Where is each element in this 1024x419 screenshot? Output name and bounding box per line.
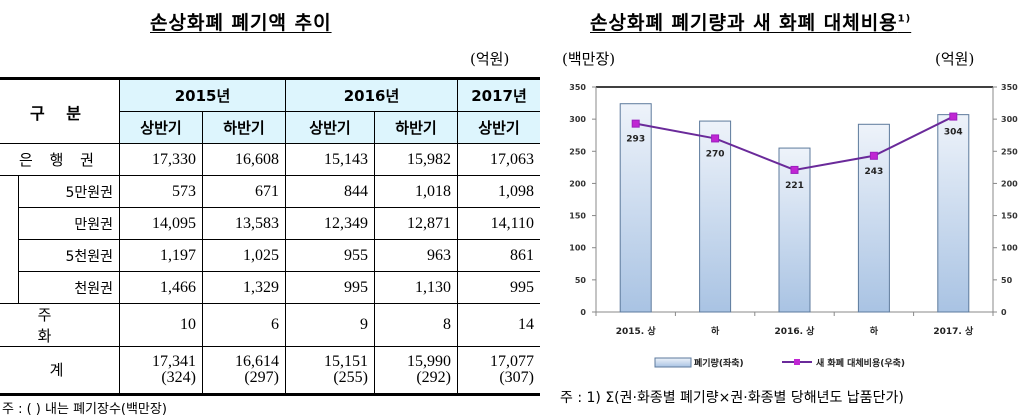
row-label: 천원권 (18, 271, 120, 304)
half-header: 하반기 (374, 111, 458, 144)
cell: 15,990 (292) (374, 346, 458, 396)
row-label: 만원권 (18, 207, 120, 240)
left-axis-tick: 300 (569, 115, 586, 124)
cell: 17,063 (457, 143, 540, 176)
right-axis-tick: 350 (1001, 83, 1018, 92)
cell: 14 (457, 303, 540, 347)
left-axis-tick: 50 (575, 276, 587, 285)
left-axis-tick: 200 (569, 179, 586, 188)
half-header: 상반기 (285, 111, 375, 144)
line-marker (790, 165, 799, 174)
cell: 13,583 (202, 207, 286, 240)
bar (778, 147, 811, 313)
cell: 671 (202, 175, 286, 208)
left-axis-tick: 350 (569, 83, 586, 92)
cell: 6 (202, 303, 286, 347)
table-row: 만원권 14,095 13,583 12,349 12,871 14,110 (0, 207, 540, 240)
x-axis-label: 2017. 상 (933, 325, 974, 337)
line-series (631, 112, 958, 174)
line-marker (869, 151, 878, 160)
cell: 16,614 (297) (202, 346, 286, 396)
cell: 861 (457, 239, 540, 272)
left-axis-tick: 150 (569, 212, 586, 221)
right-axis-tick: 50 (1001, 276, 1013, 285)
right-axis-tick: 250 (1001, 147, 1018, 156)
cell: 17,330 (119, 143, 203, 176)
left-axis-tick: 0 (580, 308, 586, 317)
row-label: 은 행 권 (0, 143, 120, 176)
cell: 844 (285, 175, 375, 208)
data-label: 293 (626, 135, 645, 145)
line-marker (631, 119, 640, 128)
data-label: 221 (785, 181, 804, 191)
cell: 955 (285, 239, 375, 272)
left-axis-tick: 250 (569, 147, 586, 156)
data-label: 243 (865, 167, 884, 177)
corner-header: 구 분 (0, 77, 120, 144)
cell: 17,077 (307) (457, 346, 540, 396)
x-axis-label: 2016. 상 (775, 325, 816, 337)
cell: 1,466 (119, 271, 203, 304)
data-label: 270 (706, 149, 725, 159)
bar (619, 103, 652, 313)
row-label: 계 (0, 346, 120, 396)
cell: 1,025 (202, 239, 286, 272)
chart-axes: 0 0 50 50 100 100 150 150 200 200 250 250 300 300 350 3… (569, 83, 1018, 337)
cell: 15,151 (255) (285, 346, 375, 396)
cell: 15,143 (285, 143, 375, 176)
cell: 16,608 (202, 143, 286, 176)
cell: 15,982 (374, 143, 458, 176)
x-axis-label: 하 (711, 325, 720, 337)
half-header: 하반기 (202, 111, 286, 144)
cell: 963 (374, 239, 458, 272)
cell: 12,871 (374, 207, 458, 240)
cell: 1,098 (457, 175, 540, 208)
right-axis-unit: (억원) (935, 50, 975, 68)
cell: 1,329 (202, 271, 286, 304)
table-row: 5만원권 573 671 844 1,018 1,098 (0, 175, 540, 304)
right-axis-tick: 0 (1001, 308, 1007, 317)
cell: 8 (374, 303, 458, 347)
line-marker (949, 112, 958, 121)
table-row: 5천원권 1,197 1,025 955 963 861 (0, 239, 540, 272)
right-axis-tick: 300 (1001, 115, 1018, 124)
half-header: 상반기 (119, 111, 203, 144)
cell: 14,095 (119, 207, 203, 240)
half-header: 상반기 (457, 111, 540, 144)
disposal-amount-table: 구 분 2015년 2016년 2017년 상반기 하반기 상반기 하반기 상반… (0, 77, 540, 396)
data-label: 304 (944, 128, 963, 138)
x-axis-label: 2015. 상 (616, 325, 657, 337)
cell: 9 (285, 303, 375, 347)
row-label: 5만원권 (18, 175, 120, 208)
table-row: 천원권 1,466 1,329 995 1,130 995 (0, 271, 540, 304)
cell: 12,349 (285, 207, 375, 240)
bar (937, 114, 970, 313)
legend-bar-label: 폐기량(좌축) (694, 357, 744, 369)
table-row-total: 계 17,341 (324) 16,614 (297) 15,151 (255) 15… (0, 346, 540, 396)
table-row: 은 행 권 17,330 16,608 15,143 15,982 17,063 (0, 143, 540, 176)
cell: 573 (119, 175, 203, 208)
right-footnote: 주 : 1) Σ(권·화종별 폐기량×권·화종별 당해년도 납품단가) (560, 390, 904, 406)
legend-line-label: 새 화폐 대체비용(우축) (816, 357, 905, 369)
right-axis-tick: 150 (1001, 212, 1018, 221)
left-title: 손상화폐 폐기액 추이 (150, 12, 332, 34)
left-unit-label: (억원) (470, 50, 510, 68)
bar (699, 120, 732, 313)
right-axis-tick: 100 (1001, 244, 1018, 253)
x-axis-label: 하 (870, 325, 879, 337)
left-axis-unit: (백만장) (562, 50, 616, 68)
table-row: 주 화 10 6 9 8 14 (0, 303, 540, 347)
data-labels: 293 270 221 243 304 (626, 128, 962, 191)
line-marker (711, 134, 720, 143)
right-axis-tick: 200 (1001, 179, 1018, 188)
cell: 995 (457, 271, 540, 304)
chart-legend: 폐기량(좌축) 새 화폐 대체비용(우축) (654, 357, 905, 369)
left-axis-tick: 100 (569, 244, 586, 253)
right-title: 손상화폐 폐기량과 새 화폐 대체비용1) (590, 12, 912, 34)
legend-bar-swatch (654, 357, 692, 368)
legend-line-swatch (794, 359, 800, 365)
left-footnote: 주 : ( ) 내는 폐기장수(백만장) (2, 402, 167, 417)
cell: 1,130 (374, 271, 458, 304)
